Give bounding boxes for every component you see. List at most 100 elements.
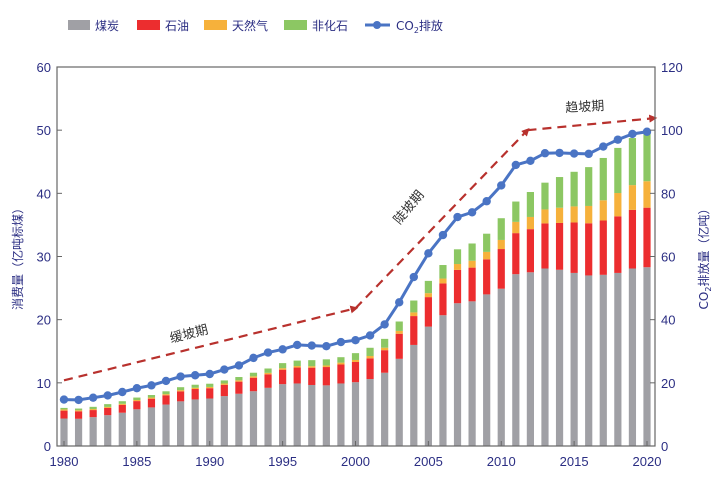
- bar-gas-2005: [424, 293, 432, 298]
- bar-coal-2008: [468, 301, 476, 446]
- trend-arrow-2: [354, 128, 530, 310]
- co2-point-1986: [147, 381, 156, 390]
- co2-point-2013: [540, 149, 550, 158]
- bar-nonfossil-1985: [133, 397, 141, 401]
- bar-oil-2001: [366, 358, 374, 380]
- legend: 煤炭 石油 天然气 非化石 CO2排放: [68, 18, 443, 35]
- bar-gas-2019: [628, 185, 637, 210]
- bar-coal-2006: [439, 315, 447, 446]
- bar-gas-2017: [599, 200, 607, 221]
- legend-swatch-gas: [204, 20, 227, 30]
- bar-gas-1999: [337, 362, 345, 365]
- co2-point-2017: [599, 142, 608, 151]
- y-tick-label: 40: [37, 186, 51, 201]
- co2-point-1997: [307, 341, 316, 350]
- y2-tick-label: 80: [661, 186, 675, 201]
- bar-gas-1988: [177, 390, 185, 392]
- bar-nonfossil-1986: [147, 395, 156, 398]
- y2-axis-label: CO2排放量（亿吨）: [696, 203, 713, 310]
- legend-label-gas: 天然气: [232, 18, 268, 33]
- bar-gas-2006: [439, 278, 447, 284]
- bar-coal-2019: [628, 268, 637, 446]
- bar-coal-2000: [351, 382, 360, 446]
- bar-coal-1982: [89, 417, 97, 446]
- bar-gas-1984: [118, 403, 126, 405]
- legend-swatch-coal: [68, 20, 90, 30]
- legend-label-nonfossil: 非化石: [312, 19, 348, 33]
- bar-gas-2000: [351, 359, 360, 362]
- bar-oil-1993: [249, 377, 258, 392]
- bar-nonfossil-1991: [220, 380, 228, 384]
- bar-gas-1996: [293, 366, 301, 368]
- bar-gas-1990: [206, 386, 214, 389]
- bar-gas-2018: [614, 193, 622, 217]
- co2-point-1987: [161, 376, 171, 386]
- bar-oil-2018: [614, 216, 622, 273]
- co2-point-2019: [628, 129, 637, 139]
- bar-oil-2009: [483, 259, 491, 295]
- bar-oil-1989: [191, 389, 199, 400]
- bar-gas-1998: [322, 365, 330, 368]
- bar-coal-2013: [541, 268, 549, 446]
- bar-oil-1995: [279, 369, 287, 385]
- bar-coal-2002: [381, 372, 389, 446]
- bar-nonfossil-2008: [468, 243, 476, 261]
- bar-oil-2014: [555, 222, 564, 270]
- bar-coal-1995: [279, 384, 287, 446]
- bar-coal-1999: [337, 383, 345, 446]
- bar-gas-2012: [526, 216, 534, 230]
- bar-nonfossil-1982: [89, 406, 97, 410]
- co2-point-1989: [190, 371, 200, 380]
- bar-gas-2010: [497, 239, 505, 250]
- bar-oil-1986: [147, 398, 156, 408]
- co2-point-2016: [584, 149, 593, 159]
- bar-gas-2020: [643, 181, 651, 208]
- y2-tick-label: 60: [661, 250, 675, 265]
- x-tick-label: 2015: [560, 454, 589, 469]
- bar-coal-1996: [293, 383, 301, 446]
- bar-nonfossil-2015: [570, 171, 578, 207]
- bar-oil-2013: [541, 223, 549, 269]
- bar-coal-1984: [118, 412, 126, 446]
- bar-gas-2015: [570, 206, 578, 223]
- y-tick-label: 50: [37, 123, 51, 138]
- bar-gas-1987: [162, 394, 170, 396]
- x-tick-label: 1995: [268, 454, 297, 469]
- bar-coal-1994: [264, 387, 272, 446]
- co2-point-1984: [118, 387, 127, 397]
- bar-nonfossil-1996: [293, 360, 301, 367]
- y2-tick-label: 40: [661, 313, 675, 328]
- bar-nonfossil-2005: [424, 280, 432, 294]
- co2-point-2006: [438, 230, 448, 240]
- bar-gas-1981: [74, 410, 83, 412]
- bar-nonfossil-1980: [60, 407, 68, 410]
- annotation-label-1: 缓坡期: [168, 323, 209, 347]
- bar-gas-1997: [308, 366, 316, 368]
- co2-point-2011: [511, 160, 521, 170]
- bar-oil-1985: [133, 401, 141, 410]
- co2-point-1992: [234, 361, 244, 370]
- bar-gas-1986: [147, 397, 156, 399]
- bar-nonfossil-1987: [162, 391, 170, 395]
- co2-point-1983: [103, 391, 112, 400]
- bar-nonfossil-2014: [555, 177, 564, 208]
- y2-tick-label: 0: [661, 439, 668, 454]
- bar-oil-1988: [177, 391, 185, 402]
- co2-point-2018: [613, 135, 623, 144]
- co2-point-1994: [263, 348, 273, 357]
- bar-coal-2005: [424, 326, 432, 446]
- bar-oil-1991: [220, 384, 228, 397]
- bar-nonfossil-2019: [628, 138, 637, 186]
- bar-coal-2003: [395, 358, 403, 446]
- bar-gas-2008: [468, 260, 476, 268]
- co2-point-1982: [88, 393, 98, 402]
- bar-gas-2007: [453, 264, 462, 270]
- bar-gas-1992: [235, 380, 243, 382]
- legend-swatch-oil: [137, 20, 160, 30]
- bar-coal-1981: [74, 418, 83, 446]
- legend-label-co2: CO2排放: [396, 18, 443, 35]
- bar-oil-1981: [74, 411, 83, 419]
- bar-coal-2007: [453, 303, 462, 446]
- bar-nonfossil-2000: [351, 353, 360, 360]
